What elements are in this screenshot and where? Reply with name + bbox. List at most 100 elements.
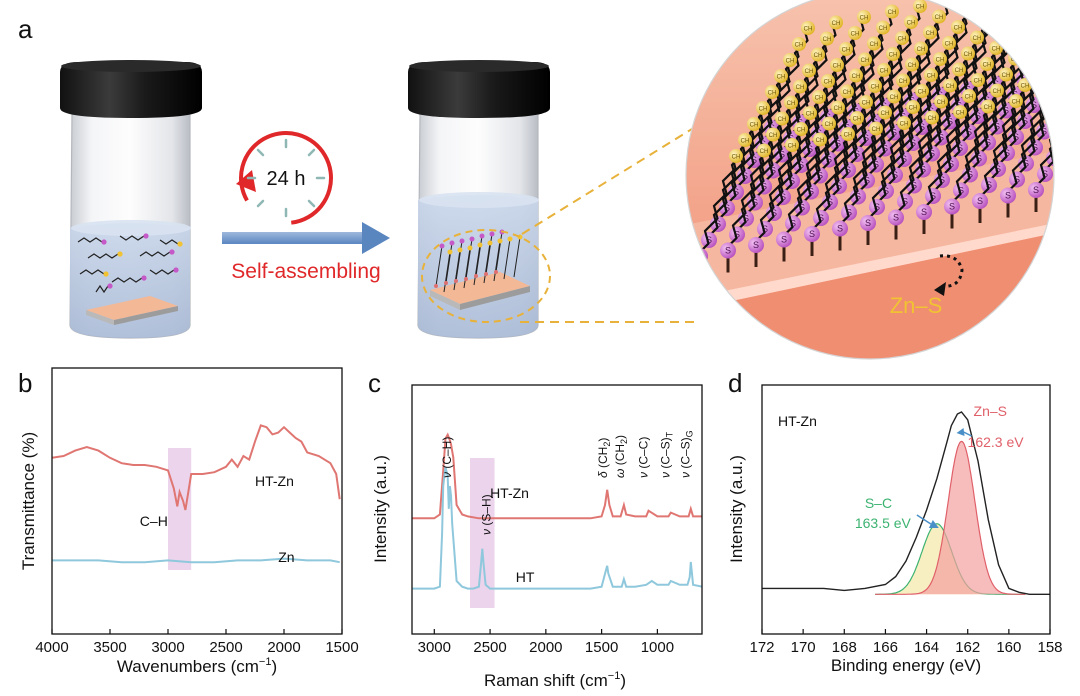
zoom-s-letter: S <box>911 181 917 191</box>
zoom-s-ball <box>1017 113 1033 129</box>
zoom-tail-letter: CH <box>974 79 983 85</box>
zoom-tail-ball <box>850 111 864 125</box>
zoom-tail-ball <box>849 68 863 83</box>
zoom-s-ball <box>906 177 922 194</box>
zoom-tail-ball <box>1063 0 1077 12</box>
zoom-s-letter: S <box>845 165 851 175</box>
zoom-s-letter: S <box>1040 84 1046 94</box>
zoom-tail-ball <box>981 99 995 114</box>
assembled-monolayer-small <box>430 229 530 310</box>
zoom-s-ball <box>914 119 930 135</box>
panel-d-xlabel: Binding energy (eV) <box>831 656 981 675</box>
zoom-tail-ball <box>766 127 780 142</box>
zoom-s-ball <box>803 183 819 200</box>
zoom-tail-ball <box>803 106 817 120</box>
zoom-tail-ball <box>1054 14 1068 28</box>
zoom-s-ball <box>1027 139 1043 156</box>
zoom-s-letter: S <box>1022 116 1028 126</box>
zoom-s-ball <box>802 141 818 157</box>
zoom-tail-letter: CH <box>1048 36 1057 42</box>
zoom-s-letter: S <box>1013 132 1019 142</box>
panel-d-measured-line <box>762 411 1050 595</box>
panel-c-peak-label-6: ν (C–S)G <box>679 430 695 478</box>
zoom-tail-ball <box>896 73 910 88</box>
panel-c-series-line-htzn <box>412 432 702 520</box>
zoom-s-letter: S <box>818 213 824 223</box>
panel-d-tick-label-172: 172 <box>749 639 774 656</box>
panel-b-tick-label-2500: 2500 <box>209 639 242 656</box>
zoom-s-letter: S <box>864 176 870 186</box>
zoom-tail-letter: CH <box>984 105 993 111</box>
zoom-s-ball <box>980 134 996 151</box>
zoom-tail-ball <box>1026 19 1040 34</box>
zoom-s-ball <box>804 226 820 242</box>
zoom-chain <box>1067 0 1080 84</box>
zoom-tail-letter: CH <box>795 43 804 49</box>
zoom-s-ball <box>793 157 809 173</box>
zoom-s-ball <box>961 124 977 140</box>
zoom-s-ball <box>720 242 736 259</box>
zoom-tail-ball <box>738 133 752 147</box>
zoom-tail-ball <box>729 149 743 163</box>
zoom-tail-ball <box>952 62 966 77</box>
zoom-s-letter: S <box>798 160 804 170</box>
zoom-s-ball <box>869 199 885 215</box>
zoom-tail-ball <box>756 101 770 115</box>
zoom-tail-letter: CH <box>937 100 946 106</box>
zoom-tail-ball <box>859 95 873 109</box>
zoom-s-ball <box>981 177 997 193</box>
zoom-s-ball <box>1009 171 1025 188</box>
panel-c-frame <box>411 384 703 635</box>
zoom-tail-ball <box>924 68 938 82</box>
panel-d-tick-label-168: 168 <box>832 639 857 656</box>
zoom-tail-ball <box>1009 94 1023 108</box>
zoom-tail-letter: CH <box>844 133 853 139</box>
zoom-chain <box>1068 26 1080 126</box>
zoom-s-letter: S <box>939 175 945 185</box>
panel-d-frame <box>761 384 1051 635</box>
zoom-tail-letter: CH <box>1076 30 1080 36</box>
zoom-tail-letter: CH <box>927 74 936 80</box>
panel-b-chart: 4000 3500 3000 2500 2000 1500 C–H HT-Zn Zn Wa… <box>19 367 359 676</box>
zoom-tail-letter: CH <box>860 16 869 22</box>
zoom-lines <box>520 123 701 323</box>
zoom-s-ball <box>719 200 735 216</box>
zoom-s-letter: S <box>1050 111 1056 121</box>
zoom-tail-ball <box>878 105 892 120</box>
zoom-tail-letter: CH <box>899 79 908 85</box>
zoom-chain <box>1059 42 1080 142</box>
zoom-tail-ball <box>1064 41 1078 55</box>
zoom-tail-ball <box>951 20 965 34</box>
panel-c-peak-label-4: ν (C–C) <box>636 437 650 478</box>
zoom-tail-letter: CH <box>963 10 972 16</box>
timer-label: 24 h <box>267 168 306 190</box>
zoom-s-letter: S <box>863 133 869 143</box>
zoom-tail-ball <box>969 0 983 2</box>
zoom-tail-letter: CH <box>983 63 992 69</box>
zoom-s-letter: S <box>1004 148 1010 158</box>
zoom-s-ball <box>785 215 801 232</box>
zoom-s-letter: S <box>966 127 972 137</box>
zoom-chain <box>1047 0 1054 74</box>
zoom-s-letter: S <box>725 246 731 256</box>
zoom-s-ball <box>888 209 904 226</box>
zoom-tail-ball <box>794 122 808 136</box>
jar-right <box>408 60 551 339</box>
panel-c-series-label-htzn: HT-Zn <box>490 485 529 501</box>
zoom-tail-letter: CH <box>842 48 851 54</box>
zoom-tail-letter: CH <box>861 58 870 64</box>
zoom-s-letter: S <box>985 138 991 148</box>
panel-d-sc-label: S–C <box>865 495 892 511</box>
zoom-tail-ball <box>953 105 967 119</box>
zoom-s-letter: S <box>1023 159 1029 169</box>
zoom-s-ball <box>1064 118 1080 134</box>
panel-c-peak-label-2: δ (CH2) <box>596 438 612 478</box>
zoom-s-ball <box>1044 65 1054 81</box>
zoom-tail-letter: CH <box>1049 78 1058 84</box>
panel-c-xlabel: Raman shift (cm−1) <box>484 670 626 690</box>
zoom-tail-letter: CH <box>909 106 918 112</box>
zoom-s-ball <box>1073 102 1080 118</box>
zoom-tail-letter: CH <box>1029 25 1038 31</box>
zoom-tail-ball <box>1046 72 1054 87</box>
